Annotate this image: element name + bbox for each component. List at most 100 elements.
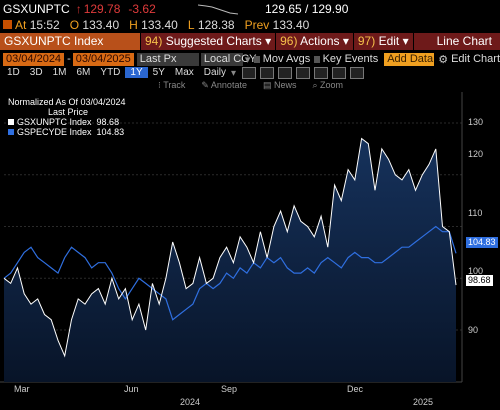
series-1-area <box>4 138 456 382</box>
price-change: -3.62 <box>128 1 156 16</box>
y-tick: 110 <box>468 208 483 218</box>
date-separator: - <box>67 53 71 65</box>
series-1-swatch <box>8 119 14 125</box>
suggested-label: Suggested Charts <box>165 34 262 48</box>
open-label: O <box>69 17 80 32</box>
period-bar: 1D 3D 1M 6M YTD 1Y 5Y Max Daily ▾ <box>0 66 500 80</box>
currency-select[interactable]: Local CCY <box>200 52 257 66</box>
period-label: 3D <box>29 67 43 78</box>
period-label: 1D <box>7 67 20 78</box>
main-toolbar: GSXUNPTC Index 94) Suggested Charts ▾ 96… <box>0 33 500 50</box>
annotate-tool[interactable]: ✎ Annotate <box>201 79 247 90</box>
line-chart[interactable] <box>0 92 500 410</box>
settings-tool-icon[interactable] <box>350 67 365 79</box>
period-5y[interactable]: 5Y <box>148 67 170 79</box>
period-label: YTD <box>100 67 121 78</box>
series-1-value: 98.68 <box>96 117 120 127</box>
track-label: Track <box>163 79 186 90</box>
suggested-charts-menu[interactable]: 94) Suggested Charts ▾ <box>141 33 276 50</box>
chart-type-title: Line Chart <box>413 33 500 50</box>
zoom-tool[interactable]: ⌕ Zoom <box>312 79 344 90</box>
at-label: At <box>15 17 27 32</box>
period-max[interactable]: Max <box>170 67 199 79</box>
edit-menu[interactable]: 97) Edit ▾ <box>353 33 413 50</box>
zoom-label: Zoom <box>320 79 344 90</box>
period-1m[interactable]: 1M <box>48 67 72 79</box>
suggested-number: 94) <box>145 34 163 48</box>
series-2-last-tag: 104.83 <box>466 237 498 248</box>
period-1y[interactable]: 1Y <box>125 67 148 79</box>
period-6m[interactable]: 6M <box>72 67 96 79</box>
table-tool-icon[interactable] <box>314 67 329 79</box>
open-value: 133.40 <box>82 17 120 32</box>
high-value: 133.40 <box>141 17 178 32</box>
draw-tool-icon[interactable] <box>278 67 293 79</box>
chart-style-icon[interactable] <box>260 67 275 79</box>
chevron-down-icon: ▾ <box>265 34 272 48</box>
status-square-icon <box>3 20 12 29</box>
prev-value: 133.40 <box>272 17 310 32</box>
period-label: Max <box>174 67 194 78</box>
y-tick: 130 <box>468 117 484 127</box>
x-year-label: 2024 <box>180 397 201 407</box>
frequency-select[interactable]: Daily <box>203 67 227 78</box>
period-3d[interactable]: 3D <box>25 67 48 79</box>
annotate-label: Annotate <box>210 79 247 90</box>
start-date-input[interactable]: 03/04/2024 <box>3 52 65 66</box>
series-2-value: 104.83 <box>96 127 125 137</box>
chevron-down-icon: ▾ <box>244 53 251 66</box>
line-chart-icon[interactable] <box>242 67 257 79</box>
end-date-input[interactable]: 03/04/2025 <box>72 52 134 66</box>
x-year-label: 2025 <box>413 397 434 407</box>
low-value: 128.38 <box>197 17 235 32</box>
series-1-last-tag: 98.68 <box>466 275 493 286</box>
quote-header: GSXUNPTC ↑ 129.78 -3.62 129.65 / 129.90 <box>0 0 500 17</box>
period-ytd[interactable]: YTD <box>95 67 125 79</box>
edit-chart-button[interactable]: Edit Chart <box>451 53 500 65</box>
gear-icon[interactable]: ⚙ <box>438 53 449 66</box>
period-label: 1Y <box>125 67 148 78</box>
news-tool[interactable]: ▤ News <box>262 79 297 90</box>
legend-item-series-1[interactable]: GSXUNPTC Index 98.68 <box>8 117 126 127</box>
period-label: 1M <box>52 67 67 78</box>
actions-label: Actions <box>300 34 340 48</box>
x-tick: Mar <box>14 384 30 394</box>
layout-tool-icon[interactable] <box>332 67 347 79</box>
y-tick: 90 <box>468 325 479 335</box>
key-events-checkbox[interactable] <box>314 55 320 63</box>
key-events-label: Key Events <box>322 53 379 65</box>
high-label: H <box>129 17 138 32</box>
period-label: 5Y <box>152 67 165 78</box>
period-1d[interactable]: 1D <box>2 67 25 79</box>
ohlc-line: At 15:52 O 133.40 H 133.40 L 128.38 Prev… <box>0 17 500 32</box>
settings-bar: 03/04/2024 - 03/04/2025 Last Px Local CC… <box>0 52 500 66</box>
bid-ask: 129.65 / 129.90 <box>265 1 349 16</box>
series-1-line <box>3 137 457 358</box>
actions-number: 96) <box>280 34 298 48</box>
sparkline-icon <box>198 4 238 15</box>
compare-tool-icon[interactable] <box>296 67 311 79</box>
x-tick: Dec <box>347 384 364 394</box>
legend-subheader: Last Price <box>48 107 89 117</box>
prev-label: Prev <box>244 17 270 32</box>
chevron-down-icon: ▾ <box>402 34 409 48</box>
quote-time: 15:52 <box>29 17 60 32</box>
edit-number: 97) <box>357 34 376 48</box>
add-data-button[interactable]: Add Data <box>384 52 435 66</box>
legend-item-series-2[interactable]: GSPECYDE Index 104.83 <box>8 127 126 137</box>
chart-tools-bar: ⁝ Track ✎ Annotate ▤ News ⌕ Zoom <box>0 79 500 91</box>
track-tool[interactable]: ⁝ Track <box>158 79 186 90</box>
mov-avgs-checkbox[interactable] <box>254 55 260 63</box>
series-1-name: GSXUNPTC Index <box>17 117 92 127</box>
security-field[interactable]: GSXUNPTC Index <box>0 33 140 50</box>
x-tick: Jun <box>124 384 139 394</box>
actions-menu[interactable]: 96) Actions ▾ <box>276 33 353 50</box>
legend-header: Normalized As Of 03/04/2024 <box>8 97 126 107</box>
last-price: 129.78 <box>83 1 121 16</box>
field-select[interactable]: Last Px <box>136 52 199 66</box>
up-arrow-icon: ↑ <box>75 1 82 16</box>
chart-legend: Normalized As Of 03/04/2024 Last Price G… <box>8 97 126 137</box>
series-2-line <box>3 225 457 321</box>
news-label: News <box>273 79 297 90</box>
y-tick: 120 <box>468 149 484 159</box>
